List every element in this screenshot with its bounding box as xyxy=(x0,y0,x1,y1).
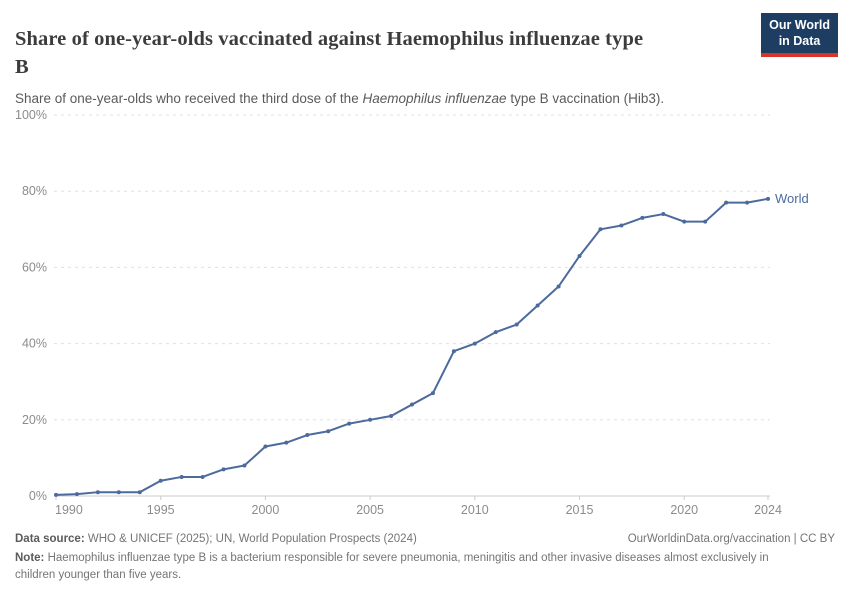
data-point-marker[interactable] xyxy=(368,417,373,422)
data-point-marker[interactable] xyxy=(745,200,750,205)
data-point-marker[interactable] xyxy=(158,478,163,483)
data-point-marker[interactable] xyxy=(535,303,540,308)
data-point-marker[interactable] xyxy=(179,474,184,479)
data-point-marker[interactable] xyxy=(661,212,666,217)
chart-note: Note: Haemophilus influenzae type B is a… xyxy=(15,550,795,583)
x-axis-tick-label: 2015 xyxy=(566,503,594,517)
x-axis-tick-label: 2024 xyxy=(754,503,782,517)
owid-logo-line2: in Data xyxy=(778,33,821,48)
x-axis-tick-label: 1995 xyxy=(147,503,175,517)
data-point-marker[interactable] xyxy=(221,467,226,472)
y-axis-tick-label: 100% xyxy=(15,108,47,122)
line-chart-svg: 0% 20% 40% 60% 80% 100% 1990 1995 2000 2005 2010 20… xyxy=(15,108,809,517)
series-label-world[interactable]: World xyxy=(775,191,809,206)
data-point-marker[interactable] xyxy=(493,330,498,335)
y-axis-tick-label: 0% xyxy=(29,489,47,503)
data-point-marker[interactable] xyxy=(556,284,561,289)
line-chart-area[interactable]: 0% 20% 40% 60% 80% 100% 1990 1995 2000 2005 2010 20… xyxy=(0,100,850,532)
y-axis-tick-label: 60% xyxy=(22,260,47,274)
data-point-marker[interactable] xyxy=(242,463,247,468)
data-source-text: WHO & UNICEF (2025); UN, World Populatio… xyxy=(84,533,417,545)
y-axis-tick-label: 80% xyxy=(22,184,47,198)
data-point-marker[interactable] xyxy=(200,474,205,479)
series-line-world[interactable] xyxy=(55,197,769,496)
note-label: Note: xyxy=(15,552,45,564)
data-point-marker[interactable] xyxy=(95,490,100,495)
data-point-marker[interactable] xyxy=(640,215,645,220)
chart-subtitle-italic: Haemophilus influenzae xyxy=(362,90,507,106)
data-point-marker[interactable] xyxy=(619,223,624,228)
x-axis-tick-label: 2020 xyxy=(670,503,698,517)
data-point-marker[interactable] xyxy=(703,219,708,224)
data-point-marker[interactable] xyxy=(326,429,331,434)
page-title: Share of one-year-olds vaccinated agains… xyxy=(15,25,760,81)
chart-subtitle-suffix: type B vaccination (Hib3). xyxy=(506,90,665,106)
data-source-label: Data source: xyxy=(15,533,85,545)
x-axis-tick-label: 2000 xyxy=(252,503,280,517)
chart-footer: Data source: WHO & UNICEF (2025); UN, Wo… xyxy=(15,533,835,583)
chart-subtitle-prefix: Share of one-year-olds who received the … xyxy=(15,90,363,106)
chart-subtitle: Share of one-year-olds who received the … xyxy=(15,90,815,108)
data-point-marker[interactable] xyxy=(305,433,310,438)
data-point-marker[interactable] xyxy=(514,322,519,327)
x-axis-tick-label: 1990 xyxy=(55,503,83,517)
data-point-marker[interactable] xyxy=(451,349,456,354)
data-point-marker[interactable] xyxy=(766,196,770,201)
data-point-marker[interactable] xyxy=(74,492,79,497)
x-axis-tick-label: 2010 xyxy=(461,503,489,517)
x-axis-tick-label: 2005 xyxy=(356,503,384,517)
data-point-marker[interactable] xyxy=(54,492,58,497)
owid-citation-link[interactable]: OurWorldinData.org/vaccination | CC BY xyxy=(627,533,835,545)
note-text: Haemophilus influenzae type B is a bacte… xyxy=(15,552,769,581)
data-point-marker[interactable] xyxy=(137,490,142,495)
owid-logo-line1: Our World xyxy=(769,18,830,32)
y-axis-tick-label: 40% xyxy=(22,337,47,351)
data-point-marker[interactable] xyxy=(724,200,729,205)
data-point-marker[interactable] xyxy=(284,440,289,445)
data-point-marker[interactable] xyxy=(347,421,352,426)
data-point-marker[interactable] xyxy=(263,444,268,449)
data-point-marker[interactable] xyxy=(577,253,582,258)
data-point-marker[interactable] xyxy=(410,402,414,407)
data-point-marker[interactable] xyxy=(389,413,394,418)
owid-logo[interactable]: Our World in Data xyxy=(761,13,838,58)
y-axis-tick-label: 20% xyxy=(22,413,47,427)
data-point-marker[interactable] xyxy=(472,341,477,346)
data-point-marker[interactable] xyxy=(430,391,435,396)
page-title-line1: Share of one-year-olds vaccinated agains… xyxy=(15,27,644,50)
data-point-marker[interactable] xyxy=(682,219,687,224)
data-point-marker[interactable] xyxy=(116,490,121,495)
data-point-marker[interactable] xyxy=(598,227,603,232)
data-source-line: Data source: WHO & UNICEF (2025); UN, Wo… xyxy=(15,533,417,545)
page-title-line2: B xyxy=(15,55,29,78)
